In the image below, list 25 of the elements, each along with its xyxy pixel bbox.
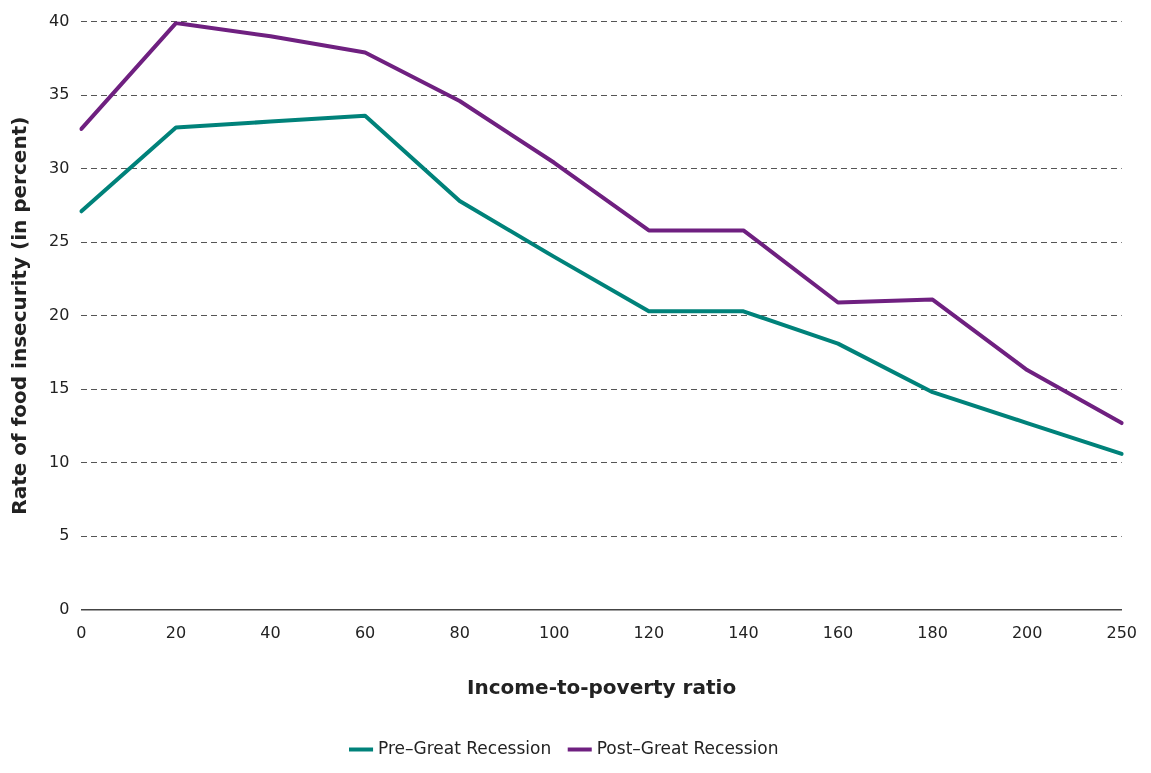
- x-tick-label: 80: [449, 622, 470, 642]
- x-axis-title: Income-to-poverty ratio: [466, 675, 737, 700]
- x-tick-label: 140: [728, 622, 759, 642]
- y-tick-label: 25: [49, 231, 70, 251]
- x-tick-label: 0: [76, 622, 87, 642]
- y-tick-label: 15: [49, 378, 70, 398]
- y-tick-label: 10: [49, 451, 70, 471]
- y-tick-label: 40: [49, 10, 70, 30]
- y-tick-label: 0: [59, 598, 70, 618]
- x-tick-label: 180: [917, 622, 948, 642]
- x-tick-label: 100: [538, 622, 570, 642]
- legend-label: Pre–Great Recession: [378, 737, 552, 758]
- x-tick-label: 60: [354, 622, 376, 642]
- x-tick-label: 20: [165, 622, 187, 642]
- y-tick-label: 20: [49, 304, 70, 324]
- y-axis-title: Rate of food insecurity (in percent): [7, 116, 32, 515]
- legend-label: Post–Great Recession: [596, 737, 779, 758]
- x-tick-label: 200: [1011, 622, 1043, 642]
- x-tick-label: 40: [260, 622, 281, 642]
- x-tick-label: 120: [633, 622, 665, 642]
- y-tick-label: 30: [49, 157, 70, 177]
- y-tick-label: 35: [49, 84, 70, 104]
- x-tick-label: 160: [822, 622, 854, 642]
- y-tick-label: 5: [59, 525, 70, 545]
- x-tick-label: 250: [1106, 622, 1137, 642]
